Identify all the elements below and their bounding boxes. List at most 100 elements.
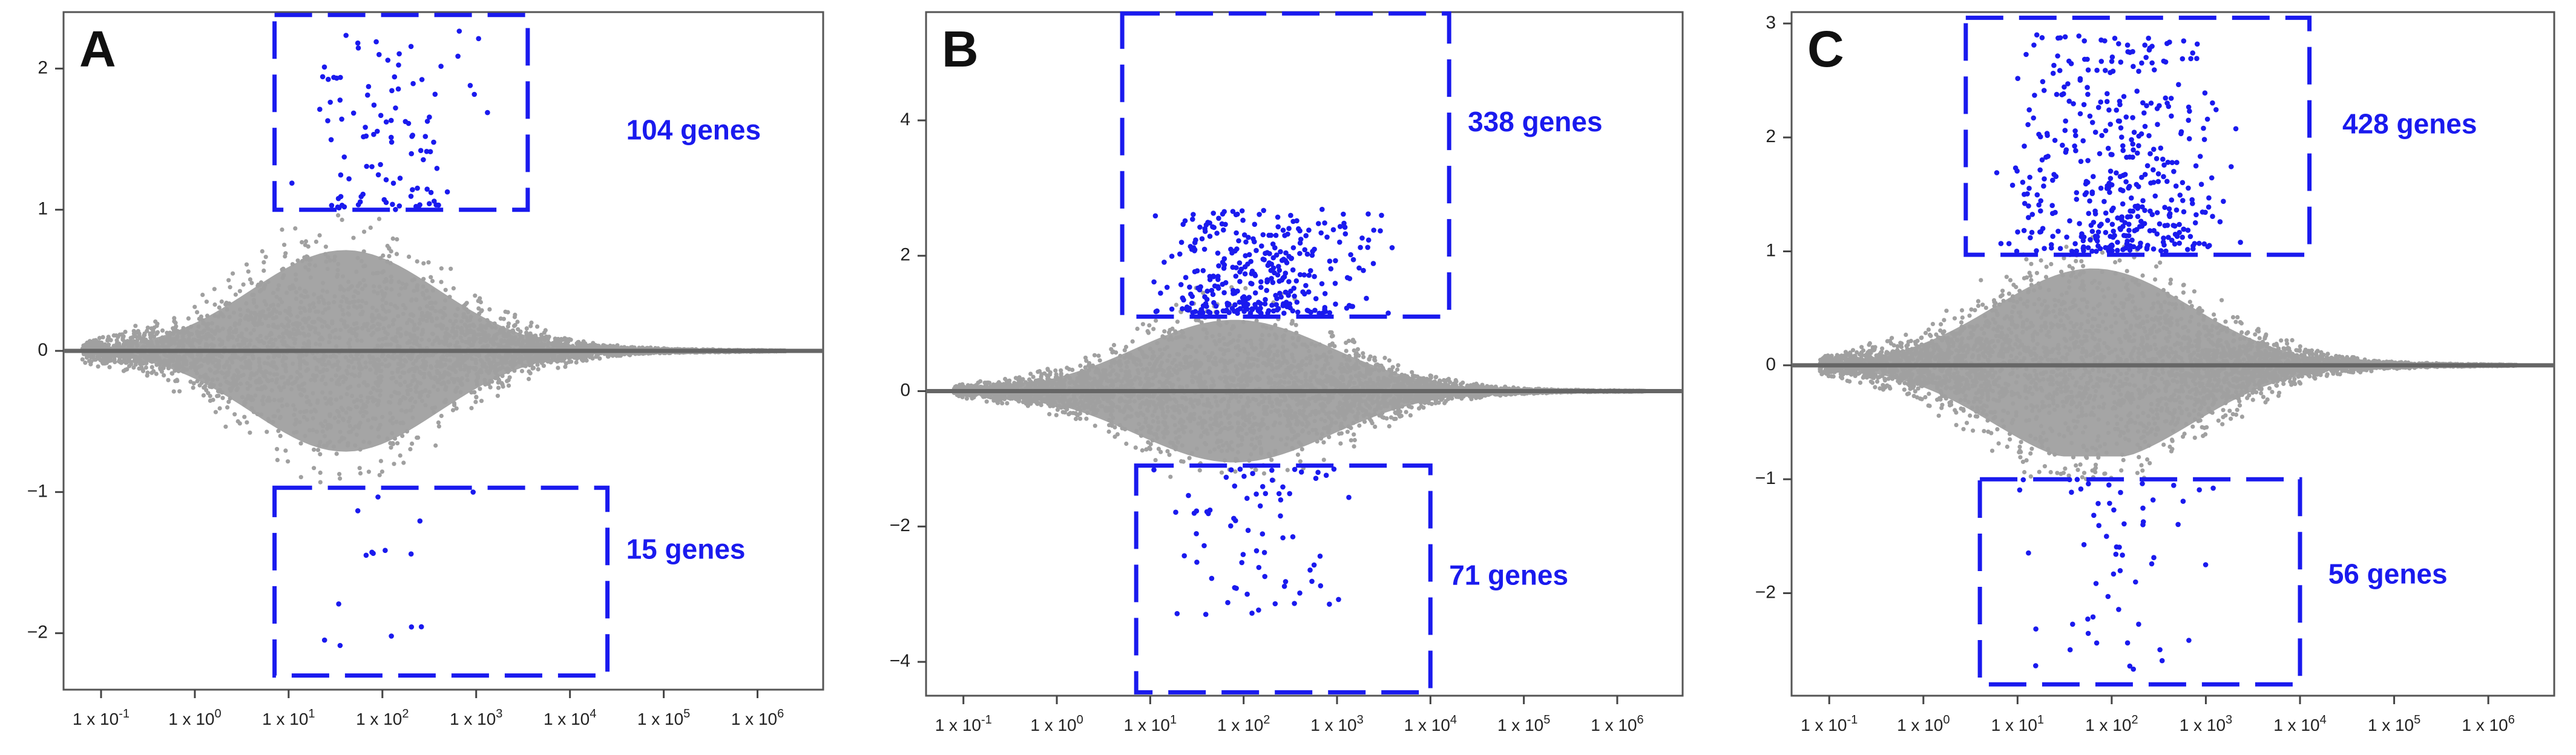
gene-point (528, 371, 533, 376)
significant-gene-point (432, 91, 438, 97)
gene-point (211, 397, 215, 402)
significant-gene-point (431, 139, 436, 145)
up-genes-points (289, 28, 490, 212)
gene-point (242, 414, 247, 419)
gene-point (421, 261, 426, 266)
plot-area (64, 28, 823, 649)
gene-point (154, 371, 159, 376)
gene-point (524, 326, 529, 331)
gene-point (143, 365, 148, 370)
gene-point (505, 310, 510, 315)
gene-point (197, 383, 202, 388)
gene-point (135, 338, 140, 343)
gene-point (507, 375, 512, 380)
significant-gene-point (358, 194, 364, 200)
gene-point (84, 355, 90, 360)
gene-point (133, 324, 138, 328)
gene-point (89, 355, 94, 360)
significant-gene-point (355, 45, 361, 51)
gene-point (200, 292, 205, 297)
gene-point (191, 381, 196, 386)
gene-point (275, 457, 280, 463)
gene-point (283, 448, 288, 453)
gene-point (161, 365, 166, 370)
gene-point (123, 367, 128, 373)
gene-point (439, 413, 444, 419)
y-tick-label: 2 (38, 57, 48, 77)
gene-point (395, 237, 399, 242)
gene-point (430, 279, 435, 284)
gene-point (119, 361, 123, 365)
gene-point (278, 434, 283, 439)
significant-gene-point (338, 74, 343, 80)
gene-point (1140, 322, 1145, 327)
significant-gene-point (409, 624, 415, 630)
gene-point (439, 266, 444, 271)
gene-point (186, 316, 191, 321)
significant-gene-point (427, 201, 432, 207)
gene-point (561, 358, 566, 363)
gene-point (107, 365, 112, 370)
gene-point (166, 378, 171, 382)
significant-gene-point (326, 76, 331, 82)
gene-point (283, 251, 288, 256)
gene-point (92, 341, 97, 346)
gene-point (1045, 367, 1050, 371)
gene-point (511, 324, 517, 328)
gene-point (362, 229, 367, 234)
gene-point (601, 343, 606, 348)
gene-point (195, 310, 200, 315)
gene-point (569, 359, 574, 364)
x-tick-label: 1 x 101 (262, 707, 315, 728)
significant-gene-point (339, 116, 344, 122)
gene-point (145, 325, 150, 330)
gene-point (80, 357, 85, 362)
gene-point (263, 255, 268, 260)
significant-gene-point (383, 200, 389, 206)
significant-gene-point (410, 80, 416, 87)
y-tick-label: 1 (38, 199, 48, 219)
significant-gene-point (383, 177, 389, 183)
gene-point (151, 334, 157, 339)
gene-point (1168, 474, 1173, 479)
x-tick-label: 1 x 104 (544, 707, 596, 728)
gene-point (377, 472, 382, 477)
gene-point (312, 466, 317, 471)
gene-point (191, 385, 196, 390)
gene-point (389, 445, 393, 450)
gene-point (248, 277, 252, 282)
significant-gene-point (355, 40, 361, 46)
gene-point (512, 315, 518, 319)
gene-point (298, 441, 303, 446)
gene-point (527, 376, 531, 382)
gene-point (395, 441, 400, 446)
gene-point (237, 421, 242, 426)
significant-gene-point (408, 194, 414, 199)
gene-point (276, 428, 281, 433)
gene-point (338, 476, 343, 481)
significant-gene-point (424, 186, 430, 192)
significant-gene-point (320, 74, 326, 80)
gene-point (479, 399, 484, 404)
gene-point (114, 333, 119, 338)
significant-gene-point (327, 99, 333, 105)
gene-point (556, 359, 561, 364)
gene-point (120, 334, 125, 339)
gene-point (542, 330, 547, 335)
gene-point (142, 331, 147, 336)
significant-gene-point (365, 92, 370, 98)
significant-gene-point (373, 39, 379, 45)
panel-label: A (79, 21, 116, 77)
gene-point (387, 253, 392, 258)
gene-point (317, 233, 322, 238)
significant-gene-point (485, 109, 490, 116)
gene-point (123, 330, 128, 335)
gene-point (150, 365, 154, 370)
gene-point (204, 299, 209, 304)
significant-gene-point (321, 64, 327, 70)
gene-point (237, 289, 242, 293)
gene-point (488, 385, 493, 390)
gene-point (129, 362, 134, 367)
gene-point (201, 393, 206, 398)
